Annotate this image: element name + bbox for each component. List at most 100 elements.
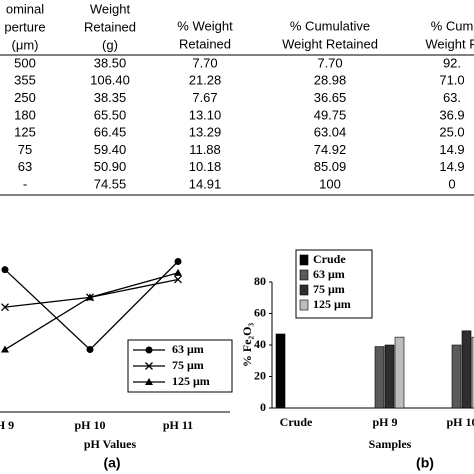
table-cell: 85.09 xyxy=(314,159,347,174)
table-cell: 75 xyxy=(18,142,32,157)
legend-swatch xyxy=(299,299,309,311)
legend-swatch xyxy=(299,254,309,266)
table-cell: 74.92 xyxy=(314,142,347,157)
legend-box xyxy=(295,249,373,319)
table-cell: 13.10 xyxy=(189,107,222,122)
series-line xyxy=(4,261,179,351)
marker xyxy=(174,275,182,284)
y-axis-label: % Fe₂O₃ xyxy=(240,323,254,368)
y-tick-label: 0 xyxy=(260,400,266,414)
table-cell: 28.98 xyxy=(314,73,347,88)
table-cell: 92. xyxy=(443,55,461,70)
legend-label: 75 μm xyxy=(313,282,345,296)
table-cell: 63 xyxy=(18,159,32,174)
table-cell: 500 xyxy=(14,55,36,70)
caption: (b) xyxy=(416,455,434,471)
legend-label: 75 μm xyxy=(172,358,204,372)
legend-swatch xyxy=(299,269,309,281)
table-cell: 38.50 xyxy=(94,55,127,70)
chart-a: H 9 pH 10 pH 11 pH Values (a) 63 μm 75 μm 125 μ… xyxy=(0,258,233,471)
bar xyxy=(471,336,474,409)
x-tick-label: pH 10 xyxy=(74,418,105,432)
x-tick-label: pH 9 xyxy=(372,415,397,429)
table-cell: 63. xyxy=(443,90,461,105)
bar xyxy=(461,330,472,409)
table-header: Retained xyxy=(179,36,231,51)
legend-label: 63 μm xyxy=(313,267,345,281)
table-header: Retained xyxy=(84,19,136,34)
table-header: (μm) xyxy=(12,37,39,52)
table-cell: 65.50 xyxy=(94,107,127,122)
table-header: perture xyxy=(4,19,45,34)
y-tick-label: 40 xyxy=(254,337,266,351)
bar xyxy=(451,344,462,409)
table-cell: 59.40 xyxy=(94,142,127,157)
bar xyxy=(384,344,395,409)
table-header: (g) xyxy=(102,37,118,52)
legend-label: Crude xyxy=(313,252,346,266)
table-header: % Cum xyxy=(431,18,474,33)
table-cell: 10.18 xyxy=(189,159,222,174)
marker xyxy=(174,258,182,266)
table-cell: 125 xyxy=(14,125,36,140)
table-cell: 180 xyxy=(14,107,36,122)
table-cell: 63.04 xyxy=(314,125,347,140)
bar xyxy=(394,336,405,409)
table-cell: 38.35 xyxy=(94,90,127,105)
marker xyxy=(86,293,94,301)
caption: (a) xyxy=(103,455,120,471)
table-header: Weight R xyxy=(425,36,474,51)
marker xyxy=(1,345,9,353)
table-cell: 250 xyxy=(14,90,36,105)
table-cell: 49.75 xyxy=(314,107,347,122)
table-cell: 36.9 xyxy=(439,107,464,122)
marker xyxy=(1,266,9,274)
marker xyxy=(145,346,153,354)
table-cell: 71.0 xyxy=(439,73,464,88)
table-cell: 13.29 xyxy=(189,125,222,140)
table-cell: 14.9 xyxy=(439,142,464,157)
chart-b: 0 20 40 60 80 % Fe₂O₃ Samples (b) Crude pH 9 pH 10… xyxy=(240,249,474,471)
bar xyxy=(374,346,385,409)
table-cell: 11.88 xyxy=(189,142,221,157)
table-cell: 106.40 xyxy=(90,73,130,88)
legend-swatch xyxy=(299,284,309,296)
marker xyxy=(145,362,153,370)
x-tick-label: pH 11 xyxy=(163,418,193,432)
table: ominal perture (μm) Weight Retained (g) % Weig… xyxy=(4,1,474,191)
table-cell: - xyxy=(23,177,27,192)
table-header: Weight Retained xyxy=(282,36,378,51)
table-cell: 355 xyxy=(14,73,36,88)
legend-label: 125 μm xyxy=(313,297,351,311)
legend-label: 125 μm xyxy=(172,374,210,388)
x-axis-label: Samples xyxy=(369,437,412,451)
x-axis-label: pH Values xyxy=(84,437,137,451)
table-cell: 36.65 xyxy=(314,90,347,105)
x-tick-label: H 9 xyxy=(0,418,14,432)
table-cell: 7.70 xyxy=(192,55,217,70)
y-tick-label: 80 xyxy=(254,274,266,288)
bar xyxy=(275,333,286,409)
table-cell: 74.55 xyxy=(94,177,127,192)
y-tick-label: 60 xyxy=(254,305,266,319)
table-cell: 21.28 xyxy=(189,73,222,88)
table-cell: 66.45 xyxy=(94,125,127,140)
table-header: % Weight xyxy=(177,18,233,33)
x-tick-label: pH 10 xyxy=(446,415,474,429)
table-cell: 7.70 xyxy=(317,55,342,70)
marker xyxy=(86,346,94,354)
table-cell: 14.9 xyxy=(439,159,464,174)
table-cell: 100 xyxy=(319,177,341,192)
marker xyxy=(174,268,182,276)
x-tick-label: Crude xyxy=(280,415,313,429)
table-header: ominal xyxy=(6,1,44,16)
marker xyxy=(1,303,9,312)
y-tick-label: 20 xyxy=(254,368,266,382)
table-cell: 0 xyxy=(448,177,455,192)
marker xyxy=(145,378,153,385)
legend-label: 63 μm xyxy=(172,342,204,356)
table-cell: 7.67 xyxy=(192,90,217,105)
table-cell: 50.90 xyxy=(94,159,127,174)
